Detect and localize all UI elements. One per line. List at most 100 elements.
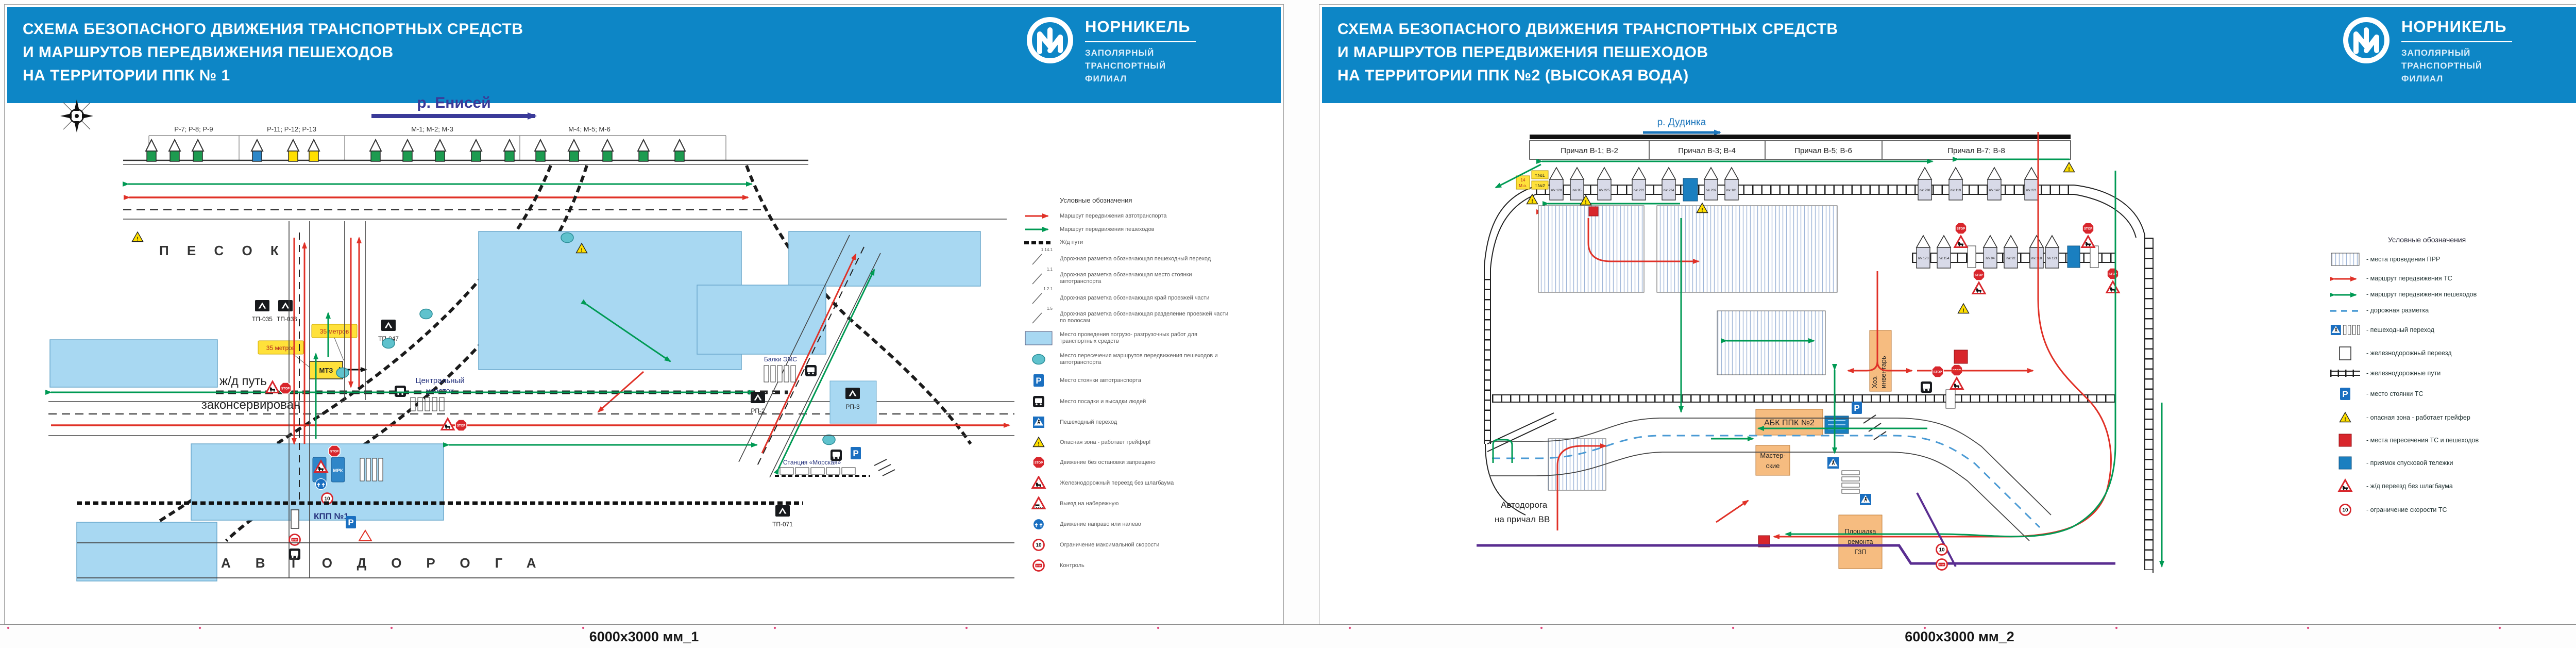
zebra-crossing: [1841, 470, 1860, 494]
crossing-point-icon: [561, 232, 574, 243]
legend-item: 1.5 Дорожная разметка обозначающая раздел…: [1024, 306, 1280, 324]
berth-band: [1529, 140, 2071, 160]
legend-item: - место стоянки ТС: [2330, 386, 2576, 402]
svg-text:Станция «Морская»: Станция «Морская»: [783, 459, 841, 466]
svg-text:п/к 181: п/к 181: [1726, 189, 1737, 192]
vertical-road-kpp: [289, 221, 318, 578]
berth-group-label: М-4; М-5; М-6: [568, 125, 611, 133]
legend-item: Контроль: [1024, 558, 1280, 573]
brand-subtitle: ЗАПОЛЯРНЫЙ ТРАНСПОРТНЫЙ ФИЛИАЛ: [2401, 48, 2483, 84]
svg-text:п/к 173: п/к 173: [1918, 257, 1929, 260]
svg-text:п/к 95: п/к 95: [1572, 189, 1582, 192]
svg-text:п/к 94: п/к 94: [1986, 257, 1995, 260]
road-label: Автодорога: [1501, 500, 1548, 510]
legend-item: Маршрут передвижения пешеходов: [1024, 226, 1280, 233]
svg-text:Хоз.: Хоз.: [1871, 375, 1878, 388]
brand-block: НОРНИКЕЛЬ ЗАПОЛЯРНЫЙ ТРАНСПОРТНЫЙ ФИЛИАЛ: [1024, 14, 1266, 85]
embankment-sign-icon: [1024, 496, 1054, 511]
pedestrian-route-loop: [1785, 171, 2116, 538]
railway-line-icon: [1024, 240, 1054, 246]
parking-sign-icon: [2330, 386, 2360, 402]
prr-area: [1538, 205, 1645, 293]
hatched-area-icon: [2330, 252, 2360, 267]
substation-label: ТП-035: [252, 315, 273, 323]
ped-crossing-sign-icon: [1827, 457, 1839, 469]
panel1-header: СХЕМА БЕЗОПАСНОГО ДВИЖЕНИЯ ТРАНСПОРТНЫХ …: [7, 7, 1281, 103]
control-sign-icon: [1936, 558, 1948, 571]
legend-item: - ж/д переезд без шлагбаума: [2330, 478, 2576, 494]
left-rail-fan: [1484, 186, 1557, 516]
road-label: на причал ВВ: [1495, 514, 1550, 524]
svg-text:п/к 154: п/к 154: [1939, 257, 1950, 260]
svg-text:ГЗП: ГЗП: [1854, 549, 1866, 556]
panel2-header: СХЕМА БЕЗОПАСНОГО ДВИЖЕНИЯ ТРАНСПОРТНЫХ …: [1322, 7, 2576, 103]
bus-stop-icon: [805, 365, 817, 376]
rail-crossing-sign-icon: [1024, 476, 1054, 490]
road-marking-icon: 1.2.1: [1024, 287, 1054, 305]
red-square-icon: [2330, 433, 2360, 447]
crossing-point-icon: [822, 434, 836, 445]
svg-text:п/к 224: п/к 224: [1664, 189, 1674, 192]
vertical-road-2: [344, 221, 366, 400]
legend-item: - ограничение скорости ТС: [2330, 502, 2576, 518]
distance-callout: 35 метров: [311, 324, 358, 361]
stop-sign-icon: [455, 419, 467, 431]
parking-sign-icon: [346, 516, 356, 528]
banner-panel-ppk2: СХЕМА БЕЗОПАСНОГО ДВИЖЕНИЯ ТРАНСПОРТНЫХ …: [1319, 4, 2576, 624]
crossing-point-icon: [336, 367, 349, 378]
warning-triangle-icon: [1957, 303, 1970, 314]
warning-triangle-icon: [2330, 410, 2360, 425]
blue-dashed-line-icon: [2330, 308, 2360, 313]
legend-title: Условные обозначения: [1060, 196, 1132, 204]
legend-item: Маршрут передвижения автотранспорта: [1024, 212, 1280, 220]
legend-item: - приямок спусковой тележки: [2330, 456, 2576, 470]
balki-bays: [764, 365, 796, 383]
portal-cranes-row: [146, 140, 685, 161]
grommet-marks-top: [6, 5, 2576, 9]
crane-row-top: п/к 120 п/к 95 п/к 225 п/к 222 п/к 224 п…: [1549, 167, 2039, 202]
brand-name: НОРНИКЕЛЬ: [1085, 18, 1191, 36]
sand-label: П Е С О К: [159, 243, 286, 258]
bus-stop-icon: [831, 450, 842, 461]
berth-group-label: Р-11; Р-12; Р-13: [267, 125, 316, 133]
legend-ppk2: Условные обозначения - места проведения …: [2330, 236, 2576, 526]
green-arrow-icon: [1024, 226, 1054, 233]
legend-item: - места проведения ПРР: [2330, 252, 2576, 267]
red-arrow-icon: [1024, 212, 1054, 220]
speed-limit-sign-icon: [2330, 502, 2360, 518]
brand-rule: [2401, 41, 2512, 42]
legend-item: Место посадки и высадки людей: [1024, 394, 1280, 409]
green-double-arrow-icon: [2330, 291, 2360, 298]
legend-title: Условные обозначения: [2388, 236, 2466, 244]
svg-text:п/к 92: п/к 92: [2006, 257, 2015, 260]
grommet-marks-bottom: [6, 626, 2576, 630]
blue-crane-box: [1683, 178, 1698, 202]
warning-triangle-icon: [1526, 194, 1538, 205]
right-rail: [2144, 235, 2154, 573]
rail-closed-label: ж/д путь: [219, 374, 267, 388]
rail-crossing-box: [1967, 245, 1976, 268]
legend-item: Опасная зона - работает грейфер!: [1024, 436, 1280, 449]
panel1-title-line1: СХЕМА БЕЗОПАСНОГО ДВИЖЕНИЯ ТРАНСПОРТНЫХ …: [23, 21, 523, 38]
svg-text:п/к 239: п/к 239: [1706, 189, 1717, 192]
legend-item: Железнодорожный переезд без шлагбаума: [1024, 476, 1280, 490]
blue-area-icon: [1024, 330, 1054, 346]
rail-crossing-box: [2090, 245, 2099, 268]
cargo-area: [76, 522, 217, 581]
warning-triangle-icon: [1024, 436, 1054, 449]
boundary-line: [1916, 492, 1957, 567]
panel2-title: СХЕМА БЕЗОПАСНОГО ДВИЖЕНИЯ ТРАНСПОРТНЫХ …: [1337, 18, 1838, 87]
control-sign-icon: [289, 534, 301, 546]
ped-crossing-sign-icon: [1024, 415, 1054, 429]
crossing-point-icon: [382, 338, 395, 349]
svg-text:т.№1: т.№1: [1535, 173, 1545, 178]
road-marking-icon: 1.14.1: [1024, 247, 1054, 265]
crane-row-mid: п/к 173 п/к 154 п/к 94 п/к 92 п/к 118 п/…: [1912, 235, 2115, 269]
berth-label: Причал В-7; В-8: [1947, 146, 2005, 155]
berth-group-label: М-1; М-2; М-3: [411, 125, 453, 133]
brand-rule: [1085, 41, 1196, 42]
rail-crossing-sign-icon: [2330, 478, 2360, 494]
substation-icon: [278, 300, 293, 311]
warning-triangle-icon: [131, 231, 144, 243]
panel2-title-line1: СХЕМА БЕЗОПАСНОГО ДВИЖЕНИЯ ТРАНСПОРТНЫХ …: [1337, 21, 1838, 38]
